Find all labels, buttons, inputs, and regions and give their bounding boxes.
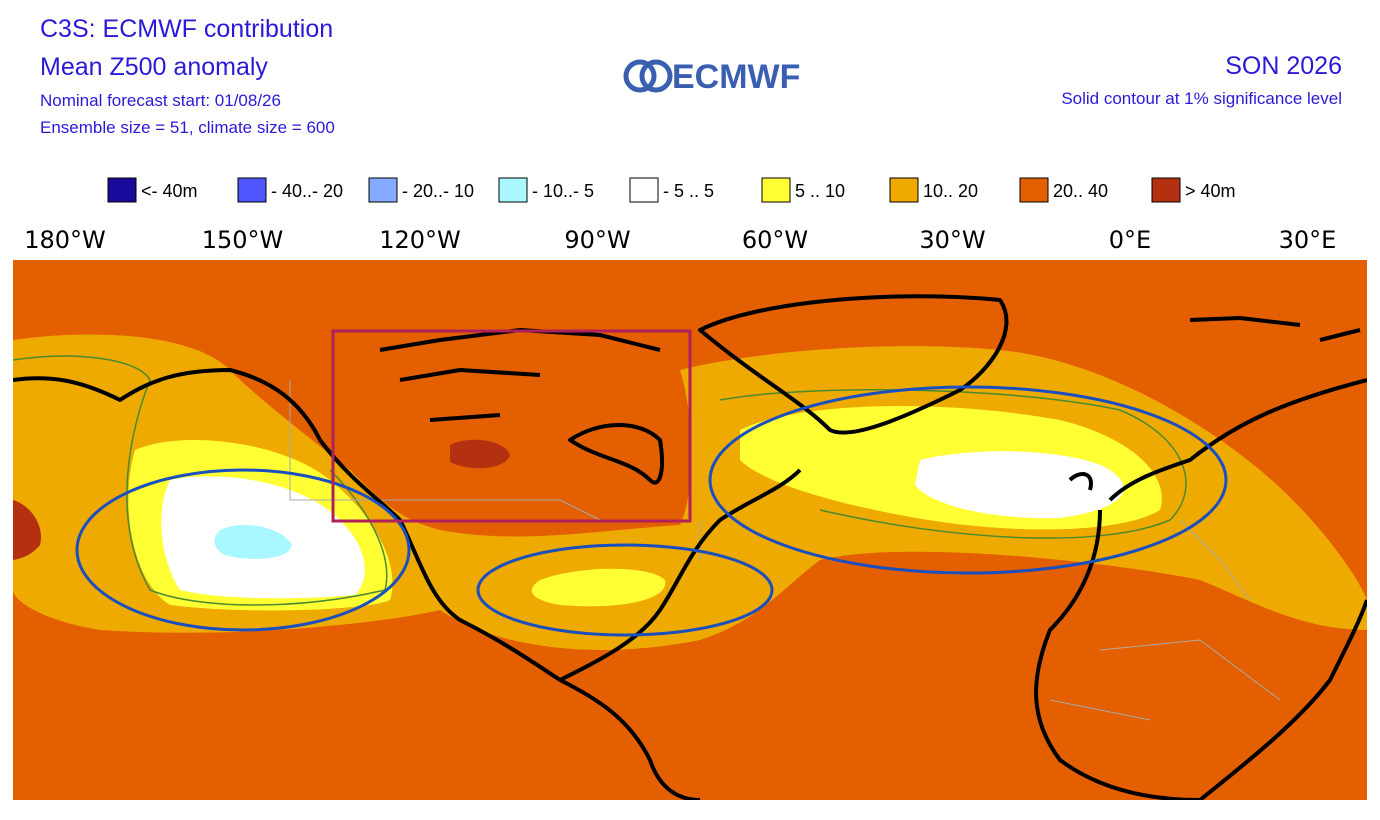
country-border — [1049, 519, 1281, 721]
anomaly-dark — [450, 439, 510, 469]
legend-label: - 10..- 5 — [532, 181, 594, 201]
longitude-label: 60°W — [742, 226, 808, 254]
longitude-label: 150°W — [202, 226, 284, 254]
legend-swatch — [498, 177, 528, 203]
legend-label: - 5 .. 5 — [663, 181, 714, 201]
logo-mark — [639, 59, 673, 93]
legend-swatch — [761, 177, 791, 203]
legend-swatch — [368, 177, 398, 203]
legend-label: - 20..- 10 — [402, 181, 474, 201]
title: C3S: ECMWF contribution — [40, 15, 333, 43]
logo-mark — [623, 59, 657, 93]
longitude-label: 0°E — [1109, 226, 1151, 254]
legend-swatch — [889, 177, 919, 203]
ensemble-size: Ensemble size = 51, climate size = 600 — [40, 118, 335, 137]
coastline — [568, 423, 664, 485]
longitude-label: 30°W — [919, 226, 985, 254]
significance-contour — [719, 389, 1187, 539]
legend-swatch — [1151, 177, 1181, 203]
subtitle: Mean Z500 anomaly — [40, 53, 268, 81]
country-border — [289, 380, 701, 560]
longitude-label: 180°W — [24, 226, 106, 254]
map — [13, 260, 1367, 800]
highlight-ellipse — [476, 543, 774, 637]
significance-note: Solid contour at 1% significance level — [1061, 89, 1342, 108]
legend-label: 20.. 40 — [1053, 181, 1108, 201]
season: SON 2026 — [1225, 52, 1342, 80]
significance-contour — [13, 355, 388, 606]
longitude-labels: 180°W 150°W 120°W 90°W 60°W 30°W 0°E 30°E — [24, 226, 1336, 254]
forecast-start: Nominal forecast start: 01/08/26 — [40, 91, 281, 110]
legend-swatch — [1019, 177, 1049, 203]
highlight-ellipse — [75, 468, 411, 632]
legend-swatch — [107, 177, 137, 203]
longitude-label: 90°W — [564, 226, 630, 254]
legend-label: 5 .. 10 — [795, 181, 845, 201]
legend-label: > 40m — [1185, 181, 1236, 201]
legend: <- 40m - 40..- 20 - 20..- 10 - 10..- 5 - 5 .… — [107, 177, 1236, 203]
logo: ECMWF — [623, 58, 800, 96]
longitude-label: 120°W — [379, 226, 461, 254]
coastline — [559, 468, 802, 682]
anomaly-white — [915, 451, 1124, 519]
anomaly-cyan — [214, 525, 292, 559]
logo-text: ECMWF — [672, 58, 800, 96]
legend-label: <- 40m — [141, 181, 198, 201]
legend-label: - 40..- 20 — [271, 181, 343, 201]
highlight-ellipse — [708, 385, 1228, 575]
coastline — [1034, 378, 1367, 800]
anomaly-yellow — [531, 568, 666, 607]
legend-swatch — [237, 177, 267, 203]
anomaly-dark — [13, 500, 41, 560]
highlight-box — [331, 329, 692, 523]
longitude-label: 30°E — [1279, 226, 1337, 254]
legend-swatch — [629, 177, 659, 203]
legend-label: 10.. 20 — [923, 181, 978, 201]
coastline — [1189, 316, 1361, 342]
